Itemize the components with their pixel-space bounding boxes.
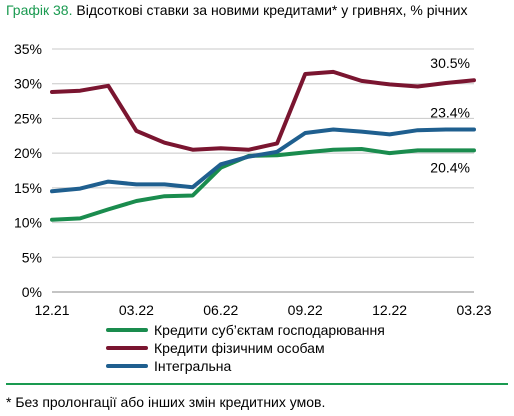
- legend-label-integral: Інтегральна: [154, 358, 232, 374]
- y-tick-label: 25%: [14, 110, 42, 126]
- y-tick-label: 15%: [14, 180, 42, 196]
- x-tick-label: 12.21: [34, 302, 69, 318]
- y-tick-label: 0%: [22, 284, 42, 300]
- end-label-business: 20.4%: [430, 159, 470, 175]
- y-tick-label: 35%: [14, 41, 42, 57]
- legend-label-business: Кредити суб’єктам господарювання: [154, 322, 385, 338]
- chart-title-text: Відсоткові ставки за новими кредитами* у…: [76, 2, 468, 18]
- chart-title: Графік 38. Відсоткові ставки за новими к…: [6, 2, 506, 18]
- chart-legend: Кредити суб’єктам господарювання Кредити…: [106, 321, 385, 375]
- end-label-households: 30.5%: [430, 55, 470, 71]
- y-tick-label: 10%: [14, 215, 42, 231]
- y-tick-label: 30%: [14, 76, 42, 92]
- footnote: * Без пролонгації або інших змін кредитн…: [6, 394, 326, 410]
- legend-swatch-integral: [106, 364, 148, 368]
- chart-grid: [52, 48, 474, 258]
- bottom-divider: [6, 383, 508, 385]
- legend-swatch-business: [106, 328, 148, 332]
- legend-item-households: Кредити фізичним особам: [106, 339, 385, 357]
- x-tick-label: 09.22: [288, 302, 323, 318]
- y-tick-label: 5%: [22, 249, 42, 265]
- legend-swatch-households: [106, 346, 148, 350]
- x-tick-label: 06.22: [203, 302, 238, 318]
- x-tick-label: 03.22: [119, 302, 154, 318]
- x-tick-label: 03.23: [456, 302, 491, 318]
- chart-series: [50, 69, 476, 222]
- x-tick-label: 12.22: [372, 302, 407, 318]
- series-line-integral: [50, 127, 476, 194]
- y-tick-label: 20%: [14, 145, 42, 161]
- legend-label-households: Кредити фізичним особам: [154, 340, 325, 356]
- chart-data-labels: 20.4% 30.5% 23.4%: [430, 55, 470, 175]
- legend-item-business: Кредити суб’єктам господарювання: [106, 321, 385, 339]
- end-label-integral: 23.4%: [430, 105, 470, 121]
- series-line-households: [50, 69, 476, 152]
- chart-title-number: Графік 38.: [6, 2, 73, 18]
- chart-axes: 0% 5% 10% 15% 20% 25% 30% 35% 12.21 03.22 06.22 09.…: [14, 41, 492, 318]
- series-line-business: [50, 147, 476, 222]
- legend-item-integral: Інтегральна: [106, 357, 385, 375]
